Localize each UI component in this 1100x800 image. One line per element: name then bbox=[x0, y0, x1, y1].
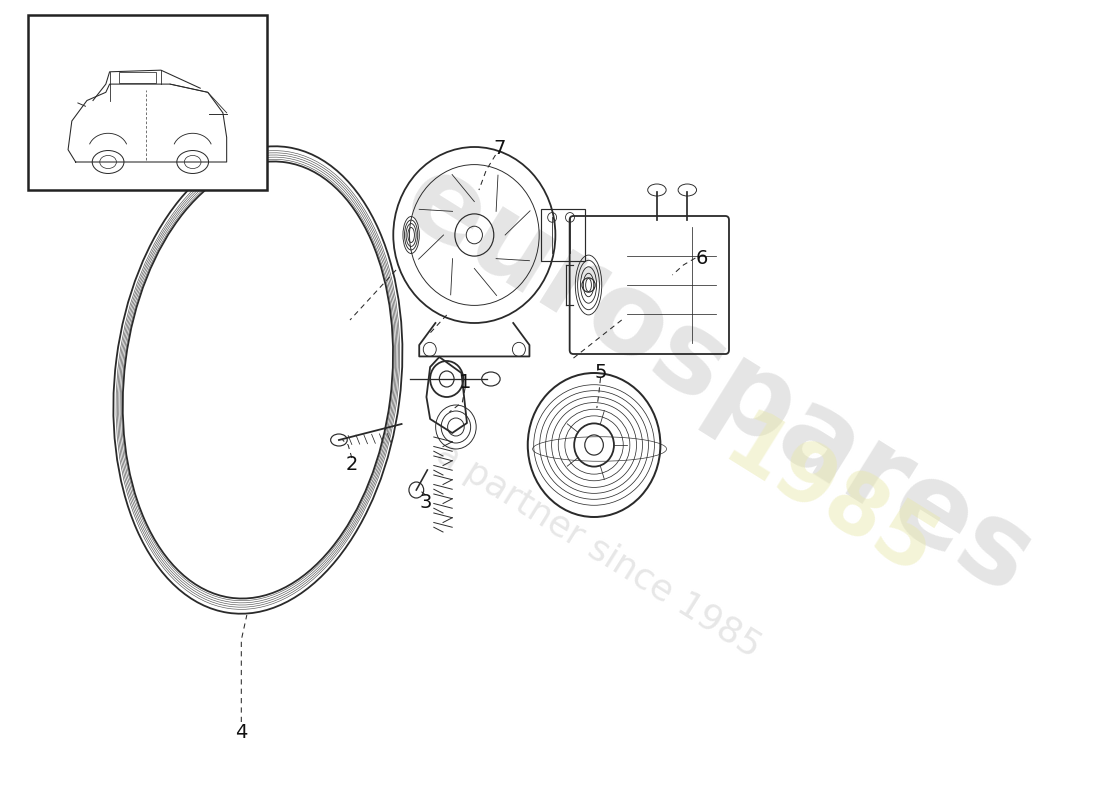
Text: 4: 4 bbox=[235, 722, 248, 742]
Bar bbox=[28, 15, 267, 190]
Text: 1: 1 bbox=[459, 373, 471, 391]
Text: 2: 2 bbox=[345, 455, 358, 474]
Text: eurospares: eurospares bbox=[384, 142, 1054, 618]
Text: 3: 3 bbox=[419, 493, 431, 511]
Bar bbox=[119, 72, 156, 83]
Text: 5: 5 bbox=[594, 362, 607, 382]
Text: 7: 7 bbox=[493, 138, 505, 158]
Text: 6: 6 bbox=[695, 249, 708, 267]
Text: 1985: 1985 bbox=[710, 404, 949, 596]
Bar bbox=[541, 209, 585, 262]
Text: a partner since 1985: a partner since 1985 bbox=[430, 436, 767, 664]
